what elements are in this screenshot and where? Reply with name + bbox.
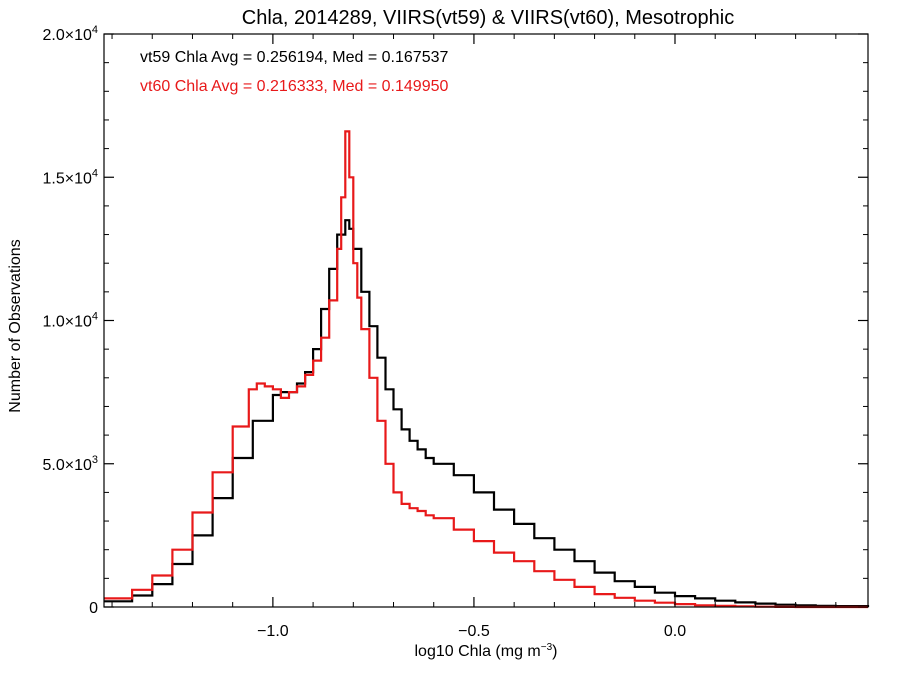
stats-annotation-1: vt59 Chla Avg = 0.256194, Med = 0.167537 [140, 49, 448, 66]
series-line-1 [104, 219, 870, 608]
x-axis-label-close: ) [552, 643, 557, 660]
y-tick-label-0: 0 [89, 600, 98, 617]
plot-frame [103, 33, 869, 608]
chart-marks: 0 5.0×103 1.0×104 1.5×104 2.0×104 −1.0 −0.5 0.0… [42, 24, 870, 640]
series-line-2 [104, 130, 868, 609]
x-tick-label-2: 0.0 [664, 623, 686, 640]
x-tick-label-1: −0.5 [458, 623, 490, 640]
x-axis-label-exponent: −3 [541, 642, 553, 653]
chart-title: Chla, 2014289, VIIRS(vt59) & VIIRS(vt60)… [242, 7, 734, 29]
x-tick-label-0: −1.0 [257, 623, 289, 640]
stats-annotation-2: vt60 Chla Avg = 0.216333, Med = 0.149950 [140, 78, 448, 95]
y-tick-label-4: 2.0×104 [42, 24, 98, 44]
x-axis-label-main: log10 Chla (mg m [414, 643, 540, 660]
y-tick-label-2: 1.0×104 [42, 311, 98, 331]
y-tick-label-3: 1.5×104 [42, 167, 98, 187]
x-axis-label: log10 Chla (mg m−3) [414, 642, 557, 660]
y-axis-label: Number of Observations [7, 239, 24, 412]
y-tick-label-1: 5.0×103 [42, 454, 98, 474]
